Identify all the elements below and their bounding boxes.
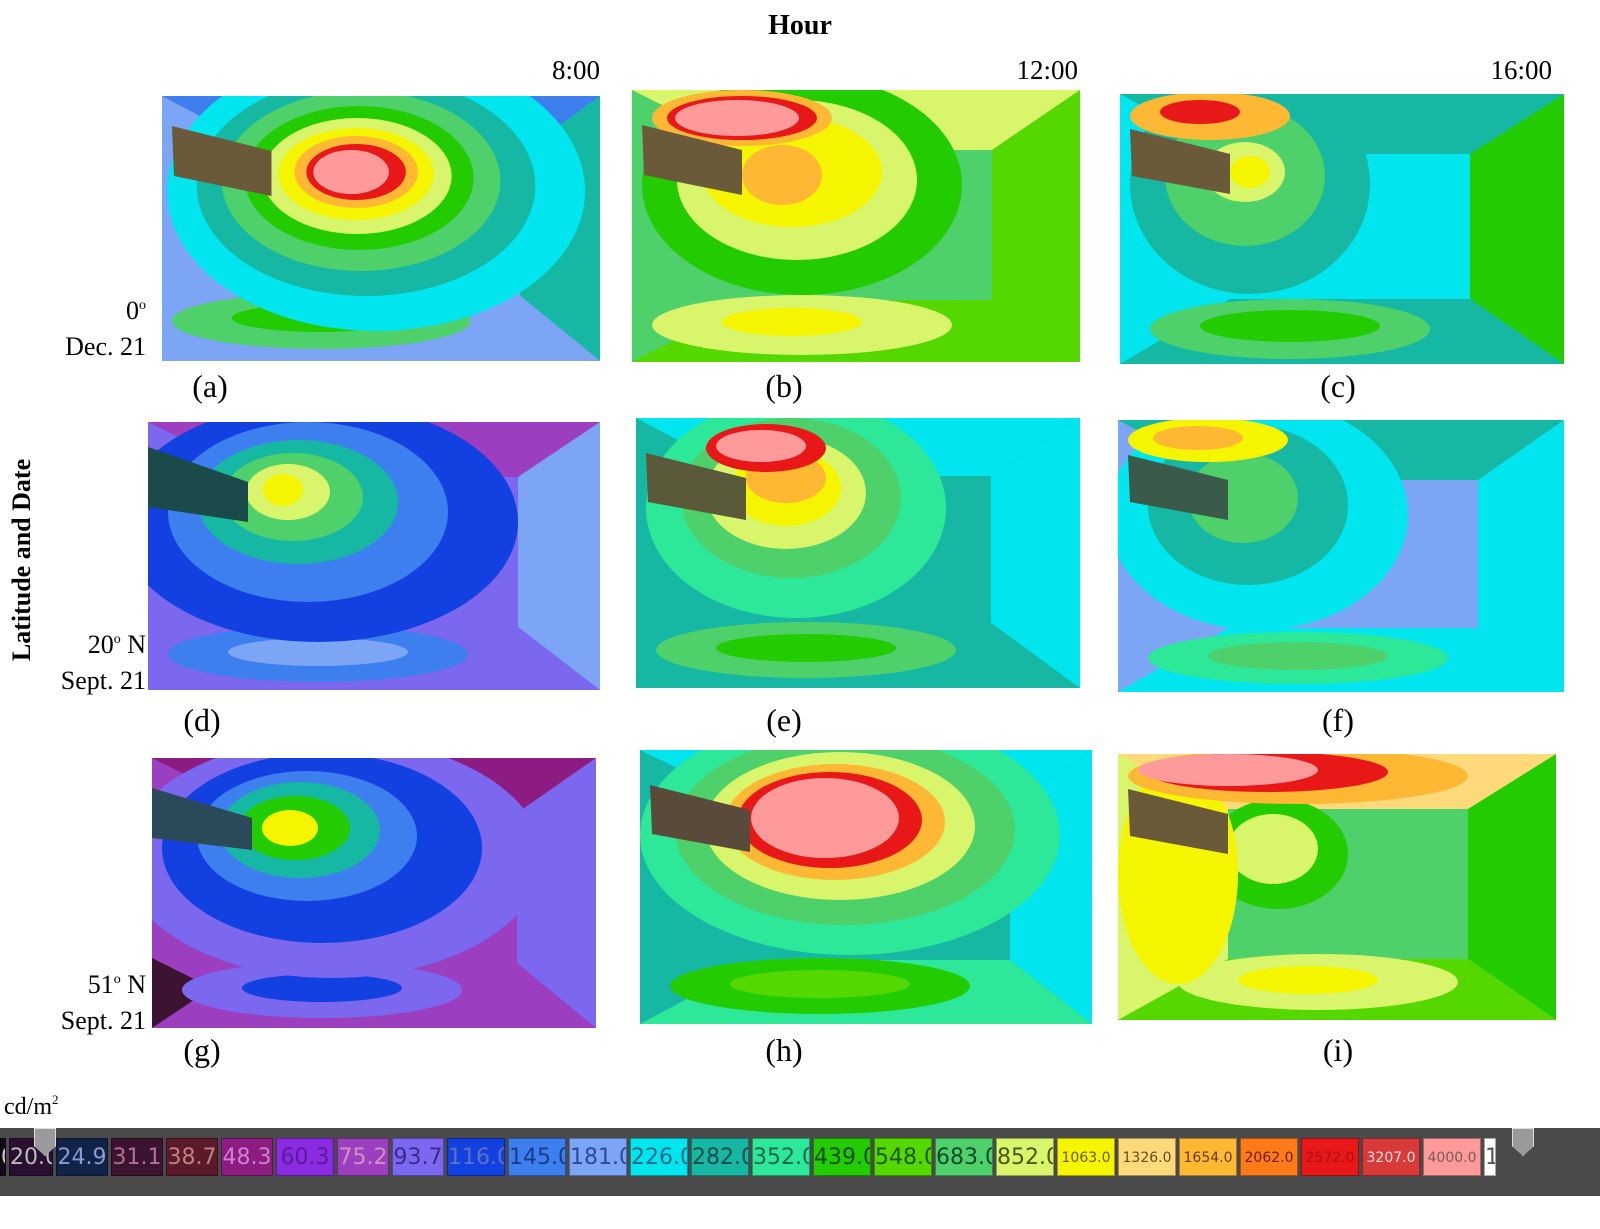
luminance-panel-g [152,758,596,1028]
caption-c: (c) [1320,368,1356,404]
legend-cell: 3207.0 [1362,1138,1420,1176]
legend-cell: 226.0 [630,1138,688,1176]
legend-unit-label: cd/m2 [4,1092,59,1120]
row-label-2: 51o N Sept. 21 [60,970,146,1035]
caption-i: (i) [1322,1032,1354,1068]
legend-cell: 1 [1484,1138,1496,1176]
legend-cell: 2572.0 [1301,1138,1359,1176]
caption-g: (g) [183,1032,221,1068]
legend-cell: 24.9 [56,1138,108,1176]
luminance-panel-f [1118,420,1564,692]
legend-cell: 548.0 [874,1138,932,1176]
row-label-1: 20o N Sept. 21 [60,630,146,695]
luminance-panel-d [148,422,600,690]
column-label-4pm: 16:00 [1490,55,1552,85]
legend-cell: 48.3 [221,1138,273,1176]
column-label-noon: 12:00 [1016,55,1078,85]
color-legend-bar: 020.024.931.138.748.360.375.293.7116.014… [0,1128,1600,1196]
legend-min-handle[interactable] [34,1128,56,1156]
luminance-panel-b [632,90,1080,362]
legend-cell: 1654.0 [1179,1138,1237,1176]
column-label-8am: 8:00 [551,55,600,85]
figure-title: Hour [768,10,832,41]
caption-h: (h) [765,1032,803,1068]
luminance-panel-e [636,418,1080,688]
luminance-panel-i [1118,754,1556,1020]
luminance-panel-c [1120,94,1564,364]
legend-cell: 352.0 [752,1138,810,1176]
legend-cell: 38.7 [166,1138,218,1176]
caption-a: (a) [192,368,228,404]
legend-cell: 75.2 [337,1138,389,1176]
legend-cell: 31.1 [111,1138,163,1176]
caption-f: (f) [1322,702,1354,738]
legend-cell: 60.3 [276,1138,334,1176]
legend-cell: 181.0 [569,1138,627,1176]
legend-cell: 20.0 [9,1138,53,1176]
caption-e: (e) [766,702,802,738]
legend-cell: 145.0 [508,1138,566,1176]
legend-cell: 93.7 [392,1138,444,1176]
legend-cell: 0 [0,1138,6,1176]
legend-cell: 1326.0 [1118,1138,1176,1176]
row-label-0: 0o Dec. 21 [65,296,146,361]
luminance-panel-a [162,96,600,361]
legend-cell: 2062.0 [1240,1138,1298,1176]
caption-b: (b) [765,368,803,404]
legend-cell: 282.0 [691,1138,749,1176]
legend-cell: 439.0 [813,1138,871,1176]
legend-cell: 4000.0 [1423,1138,1481,1176]
luminance-panel-h [640,750,1092,1024]
caption-d: (d) [183,702,221,738]
legend-max-handle[interactable] [1512,1128,1534,1156]
legend-cell: 852.0 [996,1138,1054,1176]
legend-cell: 1063.0 [1057,1138,1115,1176]
legend-cell: 683.0 [935,1138,993,1176]
legend-cell: 116.0 [447,1138,505,1176]
